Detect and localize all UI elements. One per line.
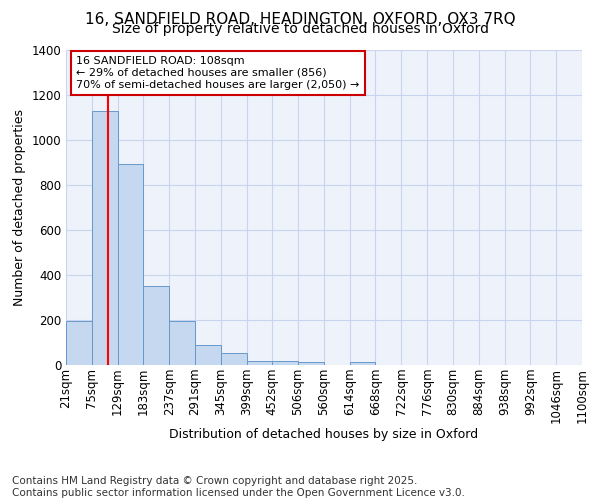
Bar bbox=[272, 360, 298, 365]
Bar bbox=[298, 362, 324, 365]
Text: Contains HM Land Registry data © Crown copyright and database right 2025.
Contai: Contains HM Land Registry data © Crown c… bbox=[12, 476, 465, 498]
Y-axis label: Number of detached properties: Number of detached properties bbox=[13, 109, 26, 306]
Bar bbox=[247, 360, 272, 365]
Text: 16 SANDFIELD ROAD: 108sqm
← 29% of detached houses are smaller (856)
70% of semi: 16 SANDFIELD ROAD: 108sqm ← 29% of detac… bbox=[76, 56, 359, 90]
Bar bbox=[195, 345, 221, 365]
Bar bbox=[221, 352, 247, 365]
X-axis label: Distribution of detached houses by size in Oxford: Distribution of detached houses by size … bbox=[169, 428, 479, 442]
Bar bbox=[169, 320, 195, 365]
Text: 16, SANDFIELD ROAD, HEADINGTON, OXFORD, OX3 7RQ: 16, SANDFIELD ROAD, HEADINGTON, OXFORD, … bbox=[85, 12, 515, 28]
Bar bbox=[143, 286, 169, 365]
Bar bbox=[118, 164, 143, 365]
Bar bbox=[350, 362, 376, 365]
Text: Size of property relative to detached houses in Oxford: Size of property relative to detached ho… bbox=[112, 22, 488, 36]
Bar bbox=[92, 111, 118, 365]
Bar bbox=[66, 321, 92, 365]
